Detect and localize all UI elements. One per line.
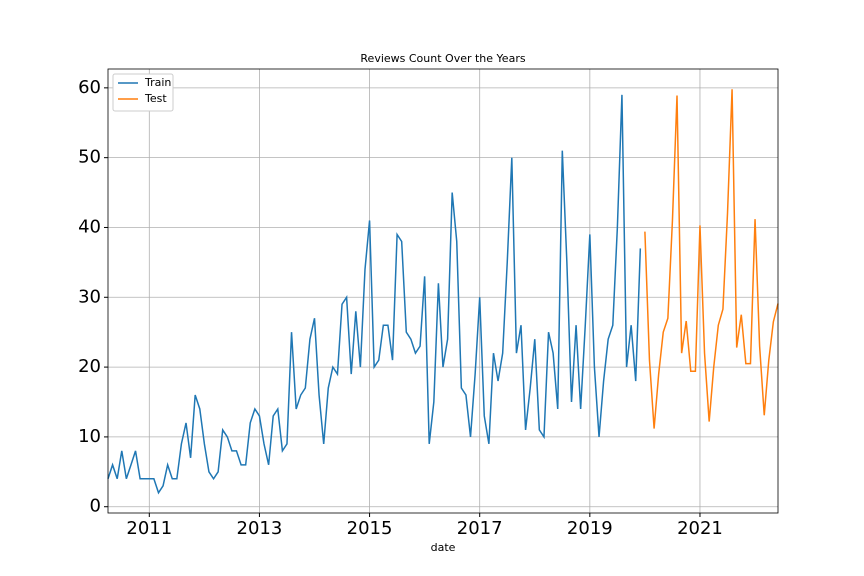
plot-frame	[107, 68, 779, 514]
x-tick-label: 2015	[347, 518, 393, 539]
x-tick-label: 2019	[567, 518, 613, 539]
y-tick-label: 10	[78, 426, 101, 447]
x-tick-label: 2021	[677, 518, 723, 539]
chart-title: Reviews Count Over the Years	[360, 52, 525, 65]
legend-label: Train	[144, 76, 171, 89]
x-axis-label: date	[431, 541, 456, 554]
legend: Train Test	[112, 73, 174, 112]
y-tick-label: 40	[78, 216, 101, 237]
x-tick-label: 2011	[126, 518, 172, 539]
series-line	[107, 94, 642, 495]
legend-label: Test	[144, 92, 167, 105]
x-tick-label: 2017	[457, 518, 503, 539]
y-tick-label: 0	[90, 496, 101, 517]
y-tick-label: 30	[78, 286, 101, 307]
x-tick-label: 2013	[237, 518, 283, 539]
series-line	[644, 89, 779, 429]
y-tick-label: 50	[78, 147, 101, 168]
y-tick-label: 60	[78, 77, 101, 98]
y-tick-label: 20	[78, 356, 101, 377]
